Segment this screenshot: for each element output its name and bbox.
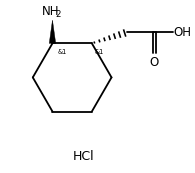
Text: 2: 2	[56, 10, 61, 19]
Text: HCl: HCl	[73, 149, 94, 162]
Text: OH: OH	[173, 26, 191, 39]
Text: &1: &1	[94, 49, 104, 55]
Polygon shape	[49, 20, 56, 43]
Text: NH: NH	[42, 5, 60, 18]
Text: &1: &1	[58, 49, 67, 55]
Text: O: O	[150, 56, 159, 69]
